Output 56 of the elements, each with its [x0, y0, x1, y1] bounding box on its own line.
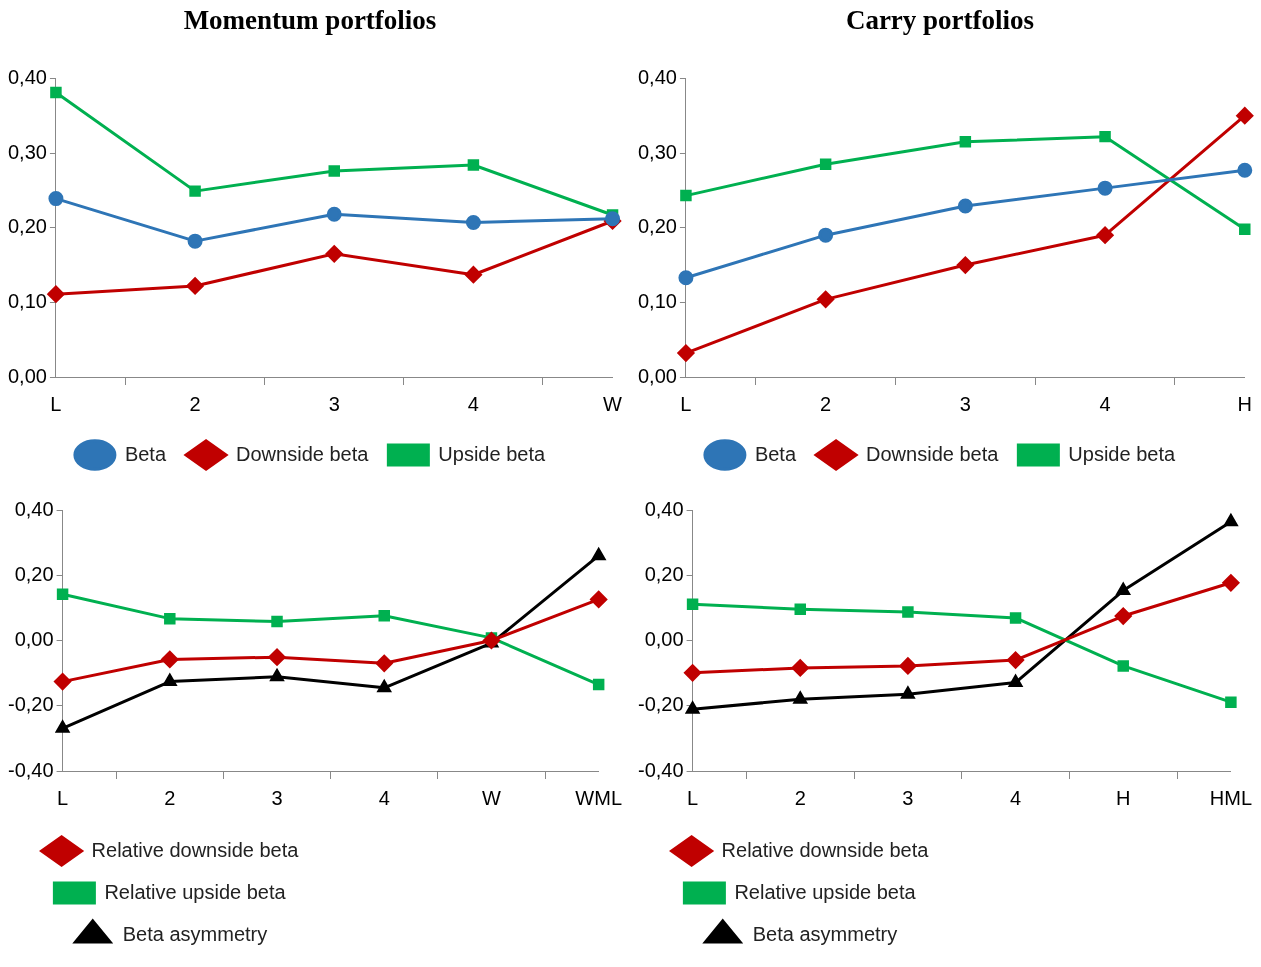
- y-tick-label: -0,20: [637, 693, 684, 716]
- chart-title: Momentum portfolios: [183, 5, 437, 36]
- y-tick-label: 0,00: [14, 628, 54, 651]
- y-tick-label: 0,40: [637, 65, 677, 88]
- x-tick-label: 3: [959, 392, 971, 415]
- x-tick-label: 2: [164, 786, 176, 809]
- x-tick-label: WML: [575, 786, 623, 809]
- x-tick-label: 2: [820, 392, 832, 415]
- legend-label: Beta: [124, 442, 167, 465]
- legend-label: Relative upside beta: [104, 880, 566, 903]
- legend-label: Upside beta: [438, 442, 546, 465]
- chart-title: Carry portfolios: [845, 5, 1035, 36]
- x-tick-label: H: [1237, 392, 1252, 415]
- legend-label: Downside beta: [866, 442, 1000, 465]
- legend-label: Beta: [754, 442, 797, 465]
- legend-label: Beta asymmetry: [122, 922, 548, 945]
- legend-label: Relative downside beta: [721, 838, 1209, 861]
- x-tick-label: W: [482, 786, 502, 809]
- y-tick-label: 0,00: [644, 628, 684, 651]
- x-tick-label: 4: [1010, 786, 1022, 809]
- legend-label: Beta asymmetry: [752, 922, 1178, 945]
- y-tick-label: 0,40: [14, 497, 54, 520]
- x-tick-label: 3: [902, 786, 914, 809]
- y-tick-label: 0,10: [637, 289, 677, 312]
- x-tick-label: 2: [189, 392, 201, 415]
- y-tick-label: 0,00: [637, 364, 677, 387]
- y-tick-label: 0,00: [7, 364, 47, 387]
- x-tick-label: 2: [794, 786, 806, 809]
- y-tick-label: 0,20: [14, 562, 54, 585]
- y-tick-label: 0,40: [644, 497, 684, 520]
- x-tick-label: 4: [1099, 392, 1111, 415]
- y-tick-label: 0,30: [637, 140, 677, 163]
- x-tick-label: HML: [1209, 786, 1252, 809]
- x-tick-label: L: [50, 392, 62, 415]
- x-tick-label: L: [687, 786, 699, 809]
- x-tick-label: H: [1116, 786, 1131, 809]
- y-tick-label: -0,20: [7, 693, 54, 716]
- legend-label: Relative downside beta: [91, 838, 579, 861]
- x-tick-label: 4: [467, 392, 479, 415]
- legend-label: Upside beta: [1068, 442, 1176, 465]
- y-tick-label: 0,20: [7, 215, 47, 238]
- legend-label: Downside beta: [236, 442, 370, 465]
- y-tick-label: 0,20: [644, 562, 684, 585]
- y-tick-label: 0,20: [637, 215, 677, 238]
- x-tick-label: 3: [271, 786, 283, 809]
- y-tick-label: 0,30: [7, 140, 47, 163]
- y-tick-label: -0,40: [7, 758, 54, 781]
- legend-label: Relative upside beta: [734, 880, 1196, 903]
- y-tick-label: -0,40: [637, 758, 684, 781]
- x-tick-label: 3: [328, 392, 340, 415]
- x-tick-label: 4: [378, 786, 390, 809]
- x-tick-label: W: [603, 392, 623, 415]
- y-tick-label: 0,40: [7, 65, 47, 88]
- x-tick-label: L: [680, 392, 692, 415]
- y-tick-label: 0,10: [7, 289, 47, 312]
- x-tick-label: L: [57, 786, 69, 809]
